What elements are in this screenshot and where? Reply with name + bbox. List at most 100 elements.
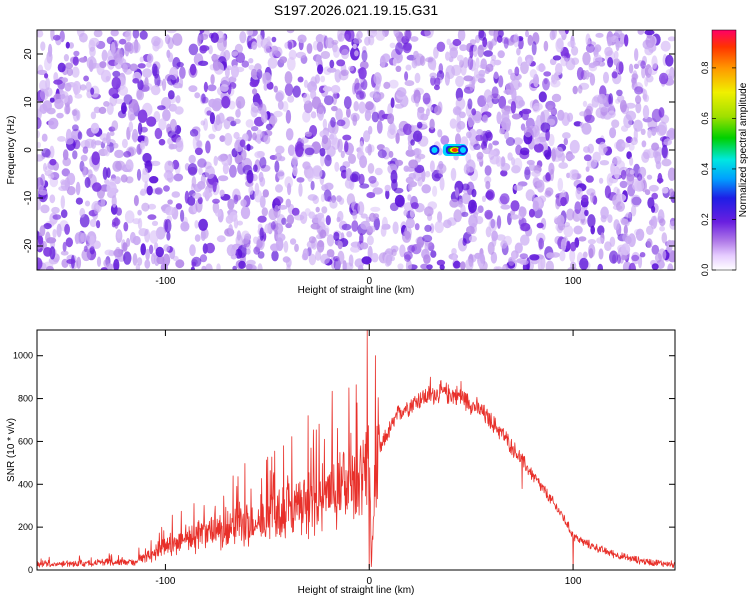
spectrogram-cell xyxy=(331,105,338,112)
spectrogram-cell xyxy=(361,50,368,62)
spectrogram-cell xyxy=(144,228,151,243)
spectrogram-cell xyxy=(61,168,70,177)
spectrogram-cell xyxy=(137,135,145,143)
spectrogram-cell xyxy=(634,48,639,62)
spectrogram-cell xyxy=(83,75,89,82)
spectrogram-cell xyxy=(175,259,185,269)
spectrogram-cell xyxy=(465,159,476,173)
spectrogram-cell xyxy=(590,192,595,203)
spectrogram-cell xyxy=(279,56,288,64)
spectrogram-cell xyxy=(82,165,87,178)
spectrogram-cell xyxy=(226,244,236,257)
spectrogram-cell xyxy=(337,250,345,265)
spectrogram-cell xyxy=(250,101,260,113)
spectrogram-cell xyxy=(385,189,390,200)
spectrogram-cell xyxy=(465,258,474,270)
spectrogram-cell xyxy=(337,210,344,222)
spectrogram-cell xyxy=(57,136,66,142)
spectrogram-cell xyxy=(359,233,364,246)
spectrogram-cell xyxy=(87,169,93,179)
spectrogram-cell xyxy=(168,143,175,150)
spectrogram-cell xyxy=(578,236,587,242)
spectrogram-cell xyxy=(445,51,450,61)
spectrogram-cell xyxy=(579,257,589,270)
spectrogram-cell xyxy=(560,196,567,207)
spectrogram-cell xyxy=(282,256,291,263)
spectrogram-cell xyxy=(493,71,499,80)
spectrogram-cell xyxy=(453,260,461,269)
spectrogram-cell xyxy=(114,149,124,159)
spectrogram-cell xyxy=(640,128,646,135)
spectrogram-cell xyxy=(284,71,293,85)
spectrogram-cell xyxy=(431,60,436,71)
spectrogram-cell xyxy=(485,63,494,73)
spectrogram-cell xyxy=(150,160,161,167)
spectrogram-cell xyxy=(551,93,562,103)
figure-title: S197.2026.021.19.15.G31 xyxy=(274,2,438,18)
spectrogram-cell xyxy=(212,178,217,193)
spectrogram-cell xyxy=(84,177,91,188)
spectrogram-cell xyxy=(560,238,567,252)
spectrogram-cell xyxy=(341,48,350,60)
spectrogram-cell xyxy=(336,59,346,67)
spectrogram-cell xyxy=(409,209,415,218)
spectrogram-cell xyxy=(132,78,140,84)
spectrogram-cell xyxy=(137,257,143,266)
spectrogram-cell xyxy=(339,165,347,173)
spectrogram-cell xyxy=(115,207,122,216)
spectrogram-cell xyxy=(79,207,86,218)
colorbar-tick-label: 0.2 xyxy=(700,213,710,226)
spectrogram-cell xyxy=(64,223,70,235)
spectrogram-cell xyxy=(555,197,561,210)
spectrogram-cell xyxy=(646,225,654,235)
spectrogram-cell xyxy=(232,265,237,270)
spectrogram-cell xyxy=(238,260,246,269)
spectrogram-cell xyxy=(205,263,213,270)
spectrogram-cell xyxy=(614,30,623,39)
spectrogram-cell xyxy=(137,63,146,69)
spectrogram-cell xyxy=(257,215,267,223)
spectrogram-cell xyxy=(257,263,263,270)
spectrogram-cell xyxy=(135,263,141,270)
spectrogram-cell xyxy=(310,223,321,230)
spectrogram-cell xyxy=(37,130,40,139)
spectrogram-cell xyxy=(198,60,209,66)
spectrogram-cell xyxy=(278,156,286,162)
spectrogram-cell xyxy=(207,84,217,92)
spectrogram-cell xyxy=(455,187,459,198)
spectrogram-cell xyxy=(275,90,285,101)
spectrogram-cell xyxy=(644,76,649,87)
spectrogram-cell xyxy=(613,166,621,179)
spectrogram-cell xyxy=(436,41,446,52)
spectrogram-cell xyxy=(340,150,345,159)
spectrogram-cell xyxy=(151,220,159,226)
spectrogram-cell xyxy=(579,121,584,129)
spectrogram-cell xyxy=(360,242,369,250)
spectrogram-cell xyxy=(205,188,210,200)
spectrogram-cell xyxy=(604,241,612,252)
spectrogram-cell xyxy=(344,30,355,42)
spectrogram-cell xyxy=(569,248,576,263)
spectrogram-cell xyxy=(485,130,492,139)
spectrogram-cell xyxy=(144,77,149,88)
spectrogram-cell xyxy=(131,133,139,141)
spectrogram-cell xyxy=(262,189,269,198)
spectrogram-cell xyxy=(549,30,556,41)
spectrogram-cell xyxy=(188,43,199,56)
spectrogram-cell xyxy=(547,105,554,112)
spectrogram-cell xyxy=(108,87,119,97)
spectrogram-cell xyxy=(626,172,635,187)
spectrogram-cell xyxy=(188,154,196,164)
spectrogram-cell xyxy=(164,34,171,45)
spectrogram-cell xyxy=(596,237,605,244)
spectrogram-cell xyxy=(300,137,309,144)
spectrogram-cell xyxy=(640,60,646,69)
spectrogram-cell xyxy=(579,111,587,117)
spectrogram-cell xyxy=(145,248,150,261)
spectrogram-cell xyxy=(39,88,49,101)
spectrogram-cell xyxy=(81,248,92,262)
spectrogram-cell xyxy=(616,201,625,212)
spectrogram-x-axis-label: Height of straight line (km) xyxy=(298,285,415,296)
spectrogram-cell xyxy=(146,116,157,127)
spectrogram-hotspot xyxy=(458,145,469,155)
